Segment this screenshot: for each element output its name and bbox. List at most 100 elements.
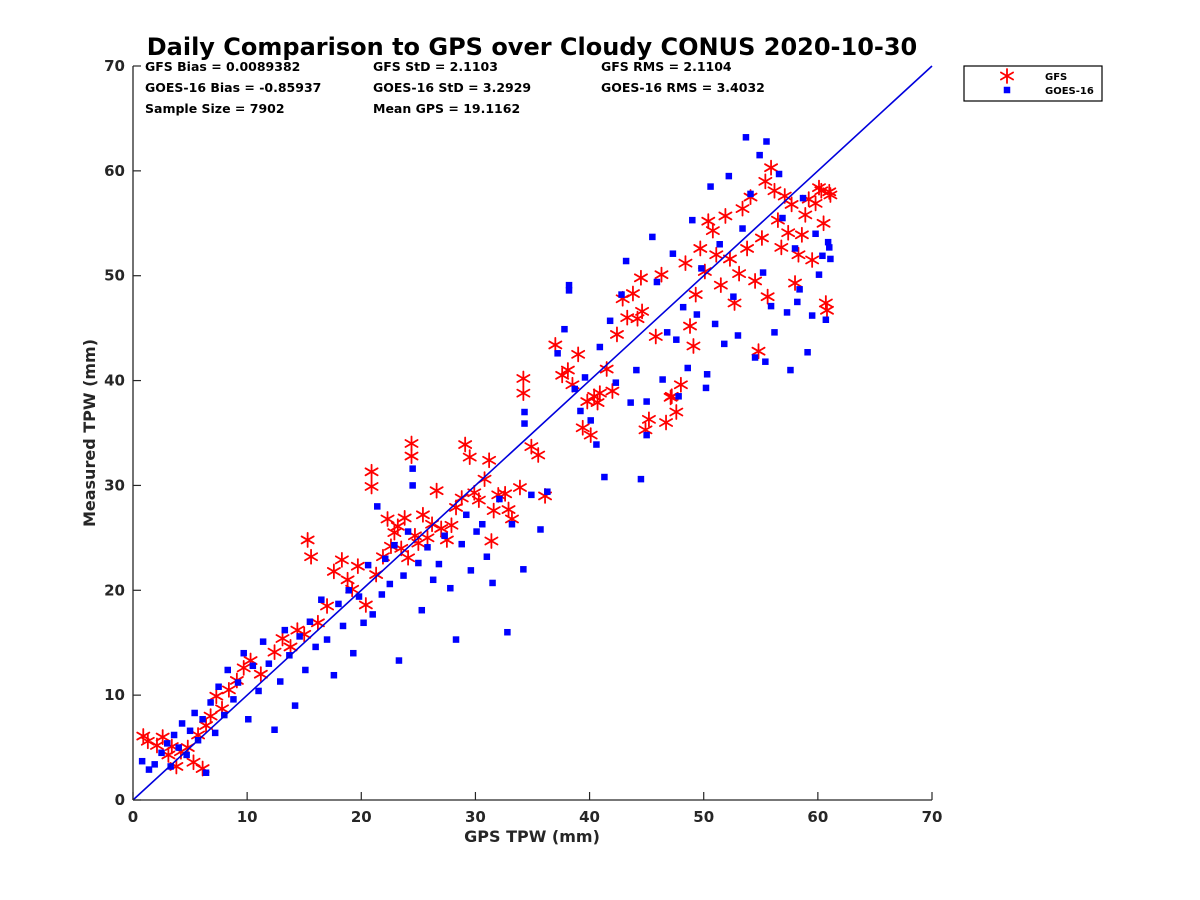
stat-gfs-bias: GFS Bias = 0.0089382 bbox=[145, 59, 300, 74]
gfs-point bbox=[486, 502, 501, 519]
y-tick-label: 40 bbox=[104, 372, 125, 390]
goes16-point bbox=[577, 407, 584, 415]
gfs-point bbox=[203, 708, 218, 725]
gfs-point bbox=[669, 404, 684, 420]
goes16-point bbox=[693, 311, 701, 318]
gfs-point bbox=[659, 414, 674, 431]
gfs-point bbox=[794, 226, 809, 243]
x-axis-label: GPS TPW (mm) bbox=[464, 827, 600, 846]
gfs-point bbox=[458, 436, 473, 453]
goes16-point bbox=[587, 417, 594, 424]
x-tick-label: 40 bbox=[579, 808, 600, 826]
goes16-point bbox=[473, 528, 480, 535]
gfs-point bbox=[462, 449, 477, 466]
goes16-point bbox=[163, 740, 171, 747]
goes16-point bbox=[659, 376, 666, 383]
gfs-point bbox=[693, 240, 708, 257]
gfs-point bbox=[823, 187, 838, 203]
goes16-point bbox=[400, 572, 407, 579]
goes16-point bbox=[612, 379, 620, 386]
goes16-point bbox=[211, 729, 219, 737]
gfs-point bbox=[788, 275, 802, 291]
goes16-point bbox=[791, 245, 799, 252]
goes16-point bbox=[335, 600, 342, 608]
goes16-point bbox=[409, 482, 416, 489]
legend-box bbox=[963, 65, 1103, 102]
goes16-point bbox=[415, 559, 422, 567]
gfs-point bbox=[548, 337, 563, 353]
gfs-point bbox=[723, 251, 737, 267]
gfs-point bbox=[516, 385, 531, 402]
goes16-point bbox=[395, 657, 403, 664]
goes16-point bbox=[824, 238, 832, 246]
goes16-point bbox=[409, 465, 416, 472]
goes16-point bbox=[739, 225, 746, 232]
goes16-point bbox=[571, 385, 578, 393]
gfs-point bbox=[434, 520, 449, 537]
goes16-point bbox=[669, 250, 677, 257]
gfs-point bbox=[748, 273, 763, 289]
goes16-point bbox=[649, 233, 656, 241]
goes16-point bbox=[230, 696, 237, 703]
stat-goes-std: GOES-16 StD = 3.2929 bbox=[373, 80, 531, 95]
gfs-point bbox=[429, 482, 444, 499]
goes16-point bbox=[643, 398, 650, 405]
gfs-point bbox=[420, 529, 435, 546]
gfs-point bbox=[380, 511, 395, 527]
goes16-point bbox=[554, 350, 561, 357]
goes16-point bbox=[673, 336, 680, 343]
gfs-point bbox=[560, 362, 575, 378]
goes16-point bbox=[479, 520, 486, 528]
goes16-point bbox=[271, 726, 278, 733]
gfs-point bbox=[590, 394, 605, 411]
gfs-point bbox=[688, 286, 703, 303]
gfs-point bbox=[605, 383, 620, 399]
goes16-point bbox=[703, 371, 711, 378]
stat-goes-rms: GOES-16 RMS = 3.4032 bbox=[601, 80, 765, 95]
gfs-point bbox=[516, 370, 531, 387]
goes16-point bbox=[404, 528, 412, 535]
gfs-point bbox=[686, 338, 701, 354]
goes16-point bbox=[771, 329, 778, 336]
goes16-point bbox=[452, 636, 460, 643]
goes16-point bbox=[684, 364, 691, 372]
goes16-point bbox=[537, 526, 544, 533]
goes16-point bbox=[374, 503, 381, 510]
goes16-point bbox=[565, 287, 573, 294]
gfs-point bbox=[673, 376, 688, 393]
legend: GFS GOES-16 bbox=[963, 65, 1103, 102]
legend-goes16-marker bbox=[1003, 86, 1011, 94]
gfs-point bbox=[300, 532, 315, 548]
gfs-point bbox=[415, 506, 430, 523]
gfs-point bbox=[758, 173, 773, 190]
goes16-point bbox=[175, 744, 182, 751]
axes: 0 10 20 30 40 50 60 70 0 10 20 30 40 50 60 70 bbox=[104, 57, 942, 826]
goes16-point bbox=[249, 662, 257, 670]
goes16-point bbox=[202, 769, 210, 776]
goes16-point bbox=[822, 316, 830, 324]
goes16-point bbox=[742, 134, 750, 141]
goes16-point bbox=[183, 751, 190, 759]
goes16-point bbox=[240, 649, 247, 657]
goes16-point bbox=[360, 619, 367, 627]
x-tick-label: 70 bbox=[922, 808, 943, 826]
goes16-point bbox=[330, 671, 338, 679]
gfs-point bbox=[764, 159, 779, 176]
goes16-point bbox=[467, 567, 475, 574]
goes16-point bbox=[386, 580, 394, 588]
goes16-point bbox=[447, 584, 454, 592]
goes16-point bbox=[808, 312, 816, 319]
gfs-point bbox=[760, 288, 775, 305]
gfs-point bbox=[818, 295, 833, 311]
goes16-point bbox=[191, 709, 198, 717]
goes16-point bbox=[622, 257, 630, 265]
goes16-point bbox=[369, 611, 376, 618]
stat-mean-gps: Mean GPS = 19.1162 bbox=[373, 101, 520, 116]
goes16-point bbox=[364, 561, 372, 569]
goes16-point bbox=[725, 172, 733, 180]
gfs-point bbox=[641, 411, 656, 428]
goes16-point bbox=[312, 643, 319, 651]
gfs-point bbox=[304, 548, 319, 565]
goes16-point bbox=[234, 679, 242, 686]
